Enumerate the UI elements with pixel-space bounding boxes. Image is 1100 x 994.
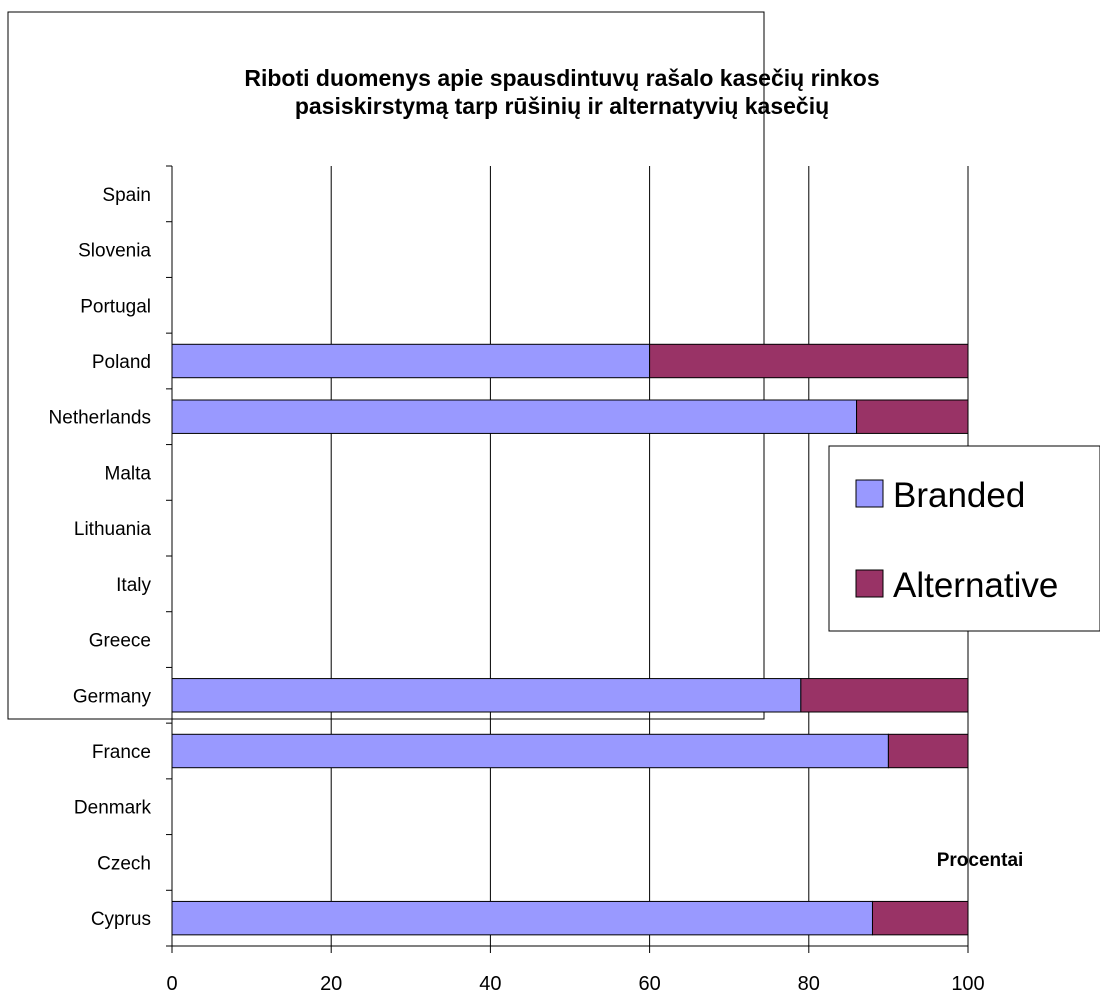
category-label: Spain [102, 185, 151, 206]
chart-title-line-2: pasiskirstymą tarp rūšinių ir alternatyv… [295, 93, 829, 119]
legend-box [828, 445, 1100, 632]
category-label: Denmark [74, 798, 152, 819]
legend-label-alternative: Alternative [893, 566, 1058, 605]
x-tick-label: 40 [479, 973, 501, 994]
bar-branded [171, 733, 889, 769]
category-label: Lithuania [74, 519, 152, 540]
category-labels: Spain Slovenia Portugal Poland Netherlands Ma… [49, 185, 152, 930]
legend: Branded Alternative [828, 445, 1100, 632]
category-label: Italy [116, 575, 151, 596]
chart-title-line-1: Riboti duomenys apie spausdintuvų rašalo… [244, 65, 879, 91]
bar-branded [171, 900, 873, 936]
category-label: Netherlands [49, 408, 151, 429]
category-label: Greece [89, 631, 151, 652]
x-tick-label: 0 [166, 973, 177, 994]
bar-alternative [887, 733, 969, 769]
category-label: Germany [73, 686, 152, 707]
bar-alternative [856, 399, 969, 434]
bar-alternative [649, 343, 969, 379]
x-tick-label: 100 [951, 973, 984, 994]
bar-branded [171, 399, 858, 434]
category-label: Malta [105, 463, 152, 484]
bar-branded [171, 343, 651, 379]
category-label: Poland [92, 352, 151, 373]
x-tick-labels: 0 20 40 60 80 100 [166, 973, 984, 994]
axes [166, 165, 969, 953]
bar-branded [171, 678, 802, 713]
category-label: Czech [97, 853, 151, 874]
x-axis-label: Procentai [937, 850, 1024, 871]
bar-alternative [800, 678, 969, 713]
legend-swatch-branded [855, 479, 884, 508]
x-tick-label: 20 [320, 973, 342, 994]
gridlines [330, 166, 969, 946]
bars [171, 343, 969, 936]
bar-alternative [871, 900, 969, 936]
category-label: Slovenia [78, 241, 151, 262]
category-label: Portugal [80, 296, 151, 317]
legend-label-branded: Branded [893, 476, 1025, 515]
category-label: France [92, 742, 151, 763]
x-tick-label: 80 [798, 973, 820, 994]
x-tick-label: 60 [638, 973, 660, 994]
category-label: Cyprus [91, 909, 151, 930]
legend-swatch-alternative [855, 569, 884, 598]
